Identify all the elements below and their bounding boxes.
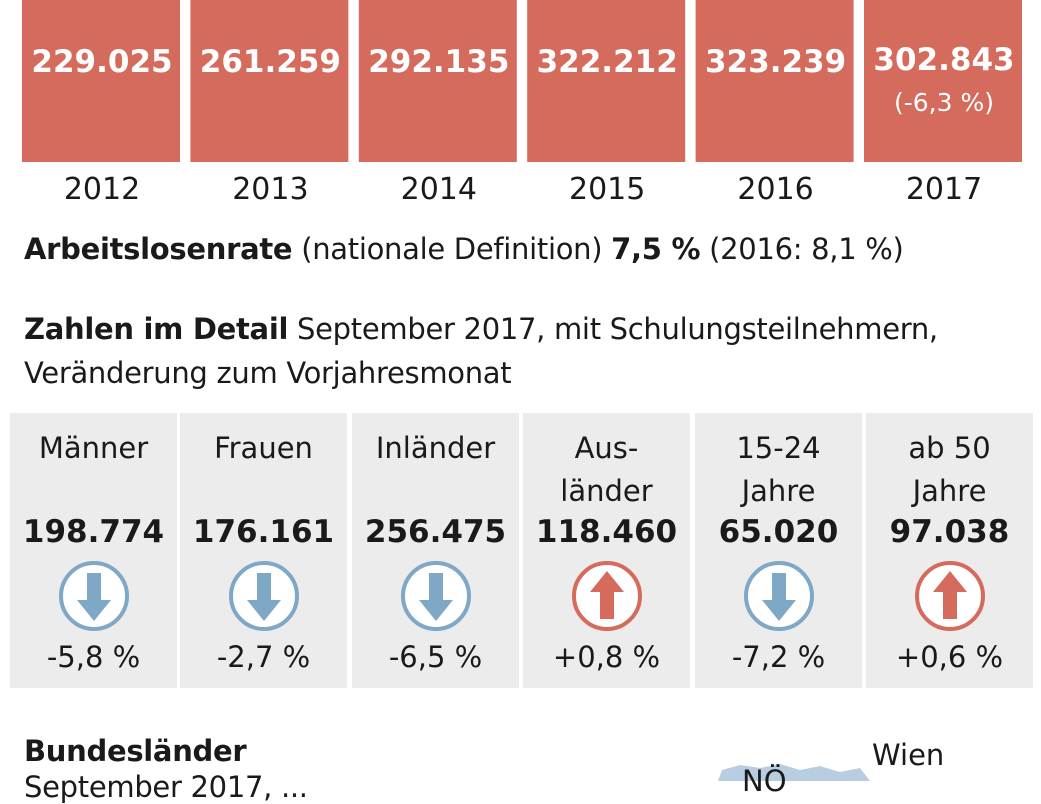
bar-2016	[695, 0, 854, 162]
bar-2017	[864, 0, 1022, 162]
bar-2014	[358, 0, 517, 162]
card-label-line-2: länder	[560, 474, 653, 508]
x-tick-label: 2015	[569, 172, 646, 207]
card-label: Aus-länder	[523, 427, 690, 513]
bar-2012	[22, 0, 180, 163]
arrow-up-icon	[913, 559, 987, 633]
bar-value-label: 302.843	[873, 42, 1015, 78]
stat-card: Männer 198.774 -5,8 %	[10, 413, 177, 688]
card-value: 65.020	[718, 514, 839, 550]
stat-card: Inländer 256.475 -6,5 %	[352, 413, 519, 688]
card-label-line-1: Aus-	[574, 431, 639, 465]
region-label-wien: Wien	[872, 738, 945, 772]
x-tick-label: 2016	[737, 172, 814, 207]
unemployment-rate-line: Arbeitslosenrate (nationale Definition) …	[24, 232, 904, 266]
card-change: -2,7 %	[216, 640, 311, 674]
x-tick-label: 2014	[400, 172, 477, 207]
bar-value-label: 229.025	[31, 44, 173, 80]
card-label-line-2: Jahre	[741, 474, 816, 508]
map-region-noe	[718, 764, 870, 781]
card-label-line-1: ab 50	[908, 431, 991, 465]
card-change: +0,6 %	[895, 640, 1004, 674]
states-title: Bundesländer	[24, 734, 247, 768]
card-label: Frauen	[180, 427, 347, 470]
rate-definition: (nationale Definition)	[301, 232, 603, 266]
card-change: +0,8 %	[552, 640, 661, 674]
card-value: 176.161	[192, 514, 335, 550]
arrow-up-icon	[570, 559, 644, 633]
detail-subtitle-1: September 2017, mit Schulungsteilnehmern…	[297, 312, 938, 346]
annual-bar-chart	[22, 0, 1022, 163]
bar-value-label: 322.212	[536, 44, 678, 80]
bar-2013	[190, 0, 349, 162]
card-value: 198.774	[22, 514, 165, 550]
detail-title: Zahlen im Detail	[24, 312, 289, 346]
card-value: 256.475	[364, 514, 507, 550]
rate-label: Arbeitslosenrate	[24, 232, 293, 266]
card-change: -6,5 %	[388, 640, 483, 674]
arrow-down-icon	[399, 559, 473, 633]
card-label-line-1: Männer	[38, 431, 149, 465]
card-value: 97.038	[889, 514, 1010, 550]
card-label-line-1: Frauen	[214, 431, 313, 465]
stat-card: 15-24 Jahre 65.020 -7,2 %	[695, 413, 862, 688]
stat-card: Aus-länder 118.460 +0,8 %	[523, 413, 690, 688]
detail-subtitle-2: Veränderung zum Vorjahresmonat	[24, 356, 512, 390]
arrow-down-icon	[742, 559, 816, 633]
bar-2015	[527, 0, 686, 163]
card-label-line-1: 15-24	[736, 431, 821, 465]
card-label-line-2: Jahre	[912, 474, 987, 508]
stat-card: ab 50 Jahre 97.038 +0,6 %	[866, 413, 1033, 688]
card-value: 118.460	[535, 514, 678, 550]
states-subtitle: September 2017, ...	[24, 770, 308, 804]
rate-previous: (2016: 8,1 %)	[709, 232, 904, 266]
bar-change-annotation: (-6,3 %)	[894, 88, 994, 117]
arrow-down-icon	[227, 559, 301, 633]
detail-heading: Zahlen im Detail September 2017, mit Sch…	[24, 312, 938, 346]
rate-value: 7,5 %	[611, 232, 701, 266]
card-label: ab 50 Jahre	[866, 427, 1033, 513]
card-label: Männer	[10, 427, 177, 470]
x-tick-label: 2013	[232, 172, 309, 207]
bar-value-label: 261.259	[199, 44, 341, 80]
states-heading: Bundesländer	[24, 734, 247, 768]
x-tick-label: 2012	[63, 172, 141, 207]
austria-map	[718, 764, 870, 781]
card-change: -5,8 %	[46, 640, 141, 674]
stat-card: Frauen 176.161 -2,7 %	[180, 413, 347, 688]
card-label-line-1: Inländer	[375, 431, 496, 465]
bar-value-label: 323.239	[704, 44, 847, 80]
region-label-noe: NÖ	[742, 764, 787, 798]
arrow-down-icon	[57, 559, 131, 633]
card-change: -7,2 %	[731, 640, 826, 674]
card-label: Inländer	[352, 427, 519, 470]
bar-value-label: 292.135	[368, 44, 510, 80]
card-label: 15-24 Jahre	[695, 427, 862, 513]
x-tick-label: 2017	[905, 172, 983, 207]
